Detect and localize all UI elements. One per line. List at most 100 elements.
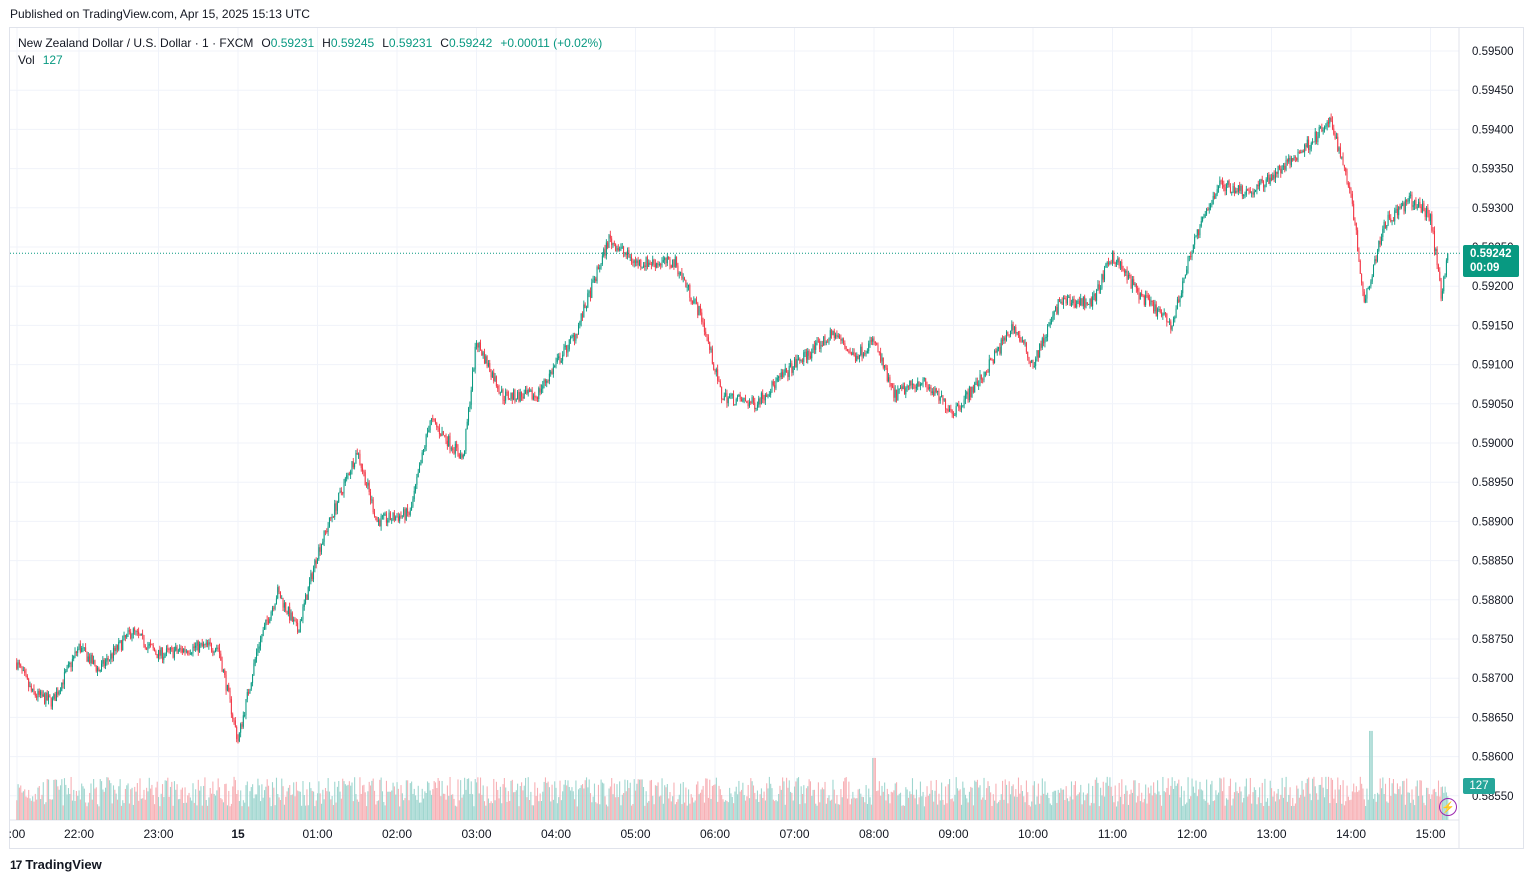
candle-body (1228, 180, 1230, 188)
volume-bar (1437, 780, 1440, 820)
volume-bar (554, 781, 556, 820)
candle-body (1354, 220, 1356, 223)
candle-body (743, 398, 745, 400)
candle-body (90, 654, 92, 664)
volume-bar (903, 805, 906, 820)
symbol-title[interactable]: New Zealand Dollar / U.S. Dollar · 1 · F… (18, 36, 254, 50)
volume-bar (197, 779, 199, 820)
candle-body (1265, 179, 1267, 186)
volume-bar (299, 791, 301, 820)
volume-bar (491, 803, 493, 820)
candle-body (281, 598, 283, 600)
x-tick-label: 12:00 (1177, 827, 1207, 841)
candle-body (750, 402, 752, 403)
candle-body (1383, 221, 1385, 229)
volume-bar (540, 801, 543, 820)
volume-bar (1407, 792, 1409, 820)
volume-label[interactable]: Vol (18, 53, 35, 67)
volume-bar (110, 783, 112, 820)
volume-bar (57, 786, 59, 820)
lightning-icon[interactable]: ⚡ (1439, 798, 1457, 816)
candle-body (75, 651, 77, 653)
candle-body (620, 247, 622, 250)
volume-bar (526, 797, 528, 820)
volume-bar (762, 797, 764, 820)
volume-bar (1313, 776, 1315, 820)
candle-body (476, 343, 477, 347)
candle-body (699, 306, 701, 313)
candle-body (578, 325, 580, 335)
candle-body (154, 648, 156, 652)
volume-bar (1093, 803, 1095, 820)
close-label: C (440, 36, 449, 50)
volume-bar (743, 795, 745, 820)
candle-body (1131, 279, 1133, 289)
candle-body (301, 619, 303, 621)
candle-body (411, 506, 413, 511)
volume-bar (350, 785, 352, 820)
candle-body (1261, 179, 1263, 182)
candle-body (226, 685, 228, 691)
candle-body (328, 517, 330, 527)
candle-body (886, 368, 888, 382)
candle-body (1218, 186, 1219, 190)
candle-body (877, 344, 879, 353)
candle-body (668, 256, 670, 259)
candle-body (339, 490, 341, 493)
volume-bar (994, 800, 996, 820)
volume-bar (1312, 778, 1314, 820)
volume-bar (911, 778, 914, 820)
x-tick-label: 09:00 (938, 827, 968, 841)
volume-bar (881, 785, 883, 820)
volume-bar (28, 789, 30, 820)
volume-bar (283, 804, 285, 820)
candle-body (82, 647, 84, 649)
volume-bar (176, 784, 178, 820)
candle-body (604, 249, 606, 256)
candle-body (878, 352, 880, 353)
candle-body (646, 257, 648, 267)
candle-body (289, 606, 291, 621)
candle-body (837, 335, 839, 337)
candle-body (698, 306, 700, 316)
volume-bar (412, 793, 414, 820)
volume-bar (335, 802, 337, 820)
candle-body (1137, 288, 1139, 292)
candle-body (909, 380, 911, 387)
candle-body (482, 352, 484, 356)
candle-body (1253, 191, 1255, 195)
volume-bar (1196, 796, 1198, 820)
volume-bar (163, 797, 165, 820)
candle-body (624, 252, 626, 254)
volume-bar (617, 797, 619, 820)
volume-bar (1165, 792, 1167, 820)
candle-body (905, 387, 907, 395)
candle-body (311, 573, 313, 580)
volume-bar (751, 781, 753, 820)
candle-body (1392, 220, 1394, 222)
volume-bar (613, 783, 615, 820)
candle-body (1271, 177, 1272, 181)
tradingview-logo[interactable]: 17 TradingView (10, 857, 102, 872)
volume-bar (564, 779, 566, 820)
candle-body (384, 513, 386, 515)
candle-body (318, 547, 320, 559)
candle-body (413, 490, 415, 499)
candle-body (731, 393, 733, 396)
candle-body (544, 379, 546, 383)
candle-body (352, 461, 354, 468)
x-tick-label: 11:00 (1098, 827, 1127, 841)
candle-body (621, 246, 623, 248)
volume-bar (576, 806, 578, 820)
candle-body (536, 397, 538, 400)
volume-bar (1131, 792, 1133, 820)
volume-bar (1411, 789, 1413, 820)
y-tick-label: 0.58600 (1472, 752, 1514, 764)
volume-bar (664, 785, 666, 820)
volume-bar (767, 788, 769, 820)
candle-body (366, 485, 368, 487)
candle-body (1220, 180, 1222, 182)
volume-bar (1387, 802, 1389, 820)
volume-bar (1167, 778, 1169, 820)
